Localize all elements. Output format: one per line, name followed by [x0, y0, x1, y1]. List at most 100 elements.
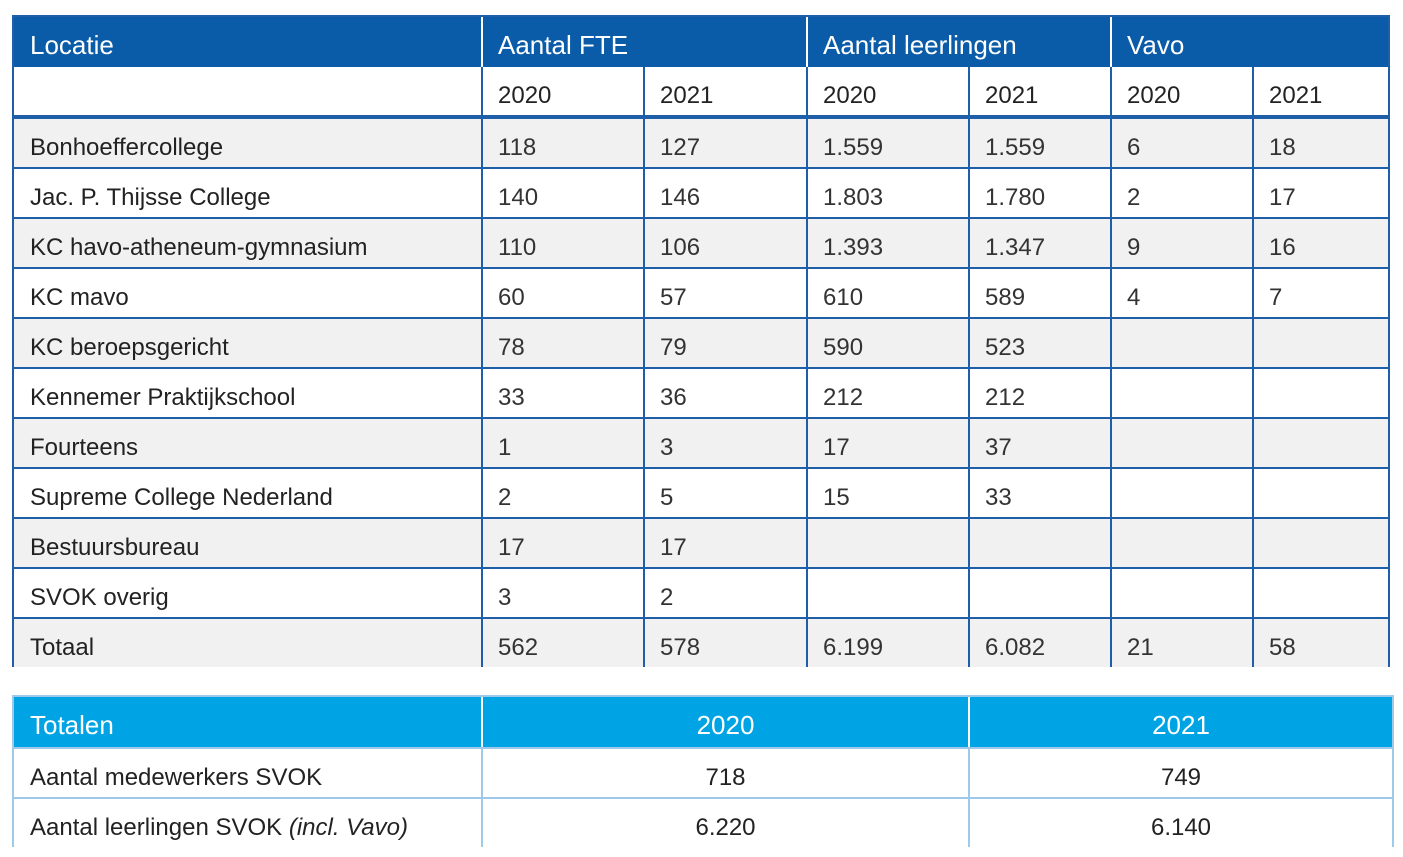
subheader-year: 2020 [806, 67, 968, 115]
row-value-cell: 15 [806, 469, 968, 517]
subheader-year: 2020 [481, 67, 643, 115]
row-value-cell: 79 [643, 319, 806, 367]
row-value-cell: 1.559 [806, 119, 968, 167]
row-value-cell: 57 [643, 269, 806, 317]
row-value-cell: 7 [1252, 269, 1388, 317]
row-value-cell: 212 [806, 369, 968, 417]
table-row: KC havo-atheneum-gymnasium 110 106 1.393 1.3… [14, 217, 1388, 267]
row-location-name: KC beroepsgericht [30, 334, 229, 361]
totals-row-label: Aantal leerlingen SVOK (incl. Vavo) [14, 799, 481, 847]
totals-row-label-text: Aantal leerlingen SVOK [30, 814, 289, 841]
row-value-cell: 36 [643, 369, 806, 417]
row-value-cell [806, 569, 968, 617]
table-header: Locatie Aantal FTE Aantal leerlingen Vav… [14, 17, 1388, 67]
row-value-cell: 590 [806, 319, 968, 367]
row-location-name: Bonhoeffercollege [30, 134, 224, 161]
totals-header: Totalen 2020 2021 [14, 697, 1392, 747]
row-value-cell: 212 [968, 369, 1110, 417]
row-value-cell: 9 [1110, 219, 1252, 267]
row-value-cell [1252, 469, 1388, 517]
row-location-name: Bestuursbureau [30, 534, 200, 561]
row-location-name: Supreme College Nederland [30, 484, 333, 511]
totals-header-2020: 2020 [481, 697, 968, 747]
row-value-cell: 17 [643, 519, 806, 567]
row-value-cell: 1.559 [968, 119, 1110, 167]
row-value-cell: 3 [481, 569, 643, 617]
row-value-cell [1252, 519, 1388, 567]
subheader-year: 2021 [1252, 67, 1388, 115]
row-value-cell [1110, 469, 1252, 517]
row-value-cell: 6 [1110, 119, 1252, 167]
header-aantal-leerlingen: Aantal leerlingen [806, 17, 1110, 67]
row-value-cell: 6.199 [806, 619, 968, 667]
row-value-cell: 110 [481, 219, 643, 267]
row-value-cell: 146 [643, 169, 806, 217]
row-value-cell [1110, 519, 1252, 567]
totals-table: Totalen 2020 2021 Aantal medewerkers SVO… [12, 695, 1394, 847]
row-value-cell: 5 [643, 469, 806, 517]
header-locatie: Locatie [30, 30, 114, 60]
subheader-year: 2021 [968, 67, 1110, 115]
row-location-name: Kennemer Praktijkschool [30, 384, 296, 411]
table-row: SVOK overig 3 2 [14, 567, 1388, 617]
row-value-cell: 58 [1252, 619, 1388, 667]
row-value-cell: 37 [968, 419, 1110, 467]
row-value-cell: 589 [968, 269, 1110, 317]
row-value-cell: 1.780 [968, 169, 1110, 217]
totals-row-note: (incl. Vavo) [288, 814, 408, 841]
row-value-cell [1110, 569, 1252, 617]
totals-row-2020: 718 [481, 749, 968, 797]
subheader-empty [14, 67, 481, 115]
row-value-cell: 1.393 [806, 219, 968, 267]
row-value-cell: 3 [643, 419, 806, 467]
table-row: KC mavo 60 57 610 589 4 7 [14, 267, 1388, 317]
row-value-cell: 18 [1252, 119, 1388, 167]
row-value-cell [1252, 419, 1388, 467]
row-value-cell: 1.347 [968, 219, 1110, 267]
row-value-cell [1252, 369, 1388, 417]
row-location-name: SVOK overig [30, 584, 169, 611]
row-value-cell: 523 [968, 319, 1110, 367]
row-value-cell: 16 [1252, 219, 1388, 267]
row-value-cell: 33 [481, 369, 643, 417]
row-location-name: Jac. P. Thijsse College [30, 184, 271, 211]
header-aantal-fte: Aantal FTE [481, 17, 806, 67]
row-value-cell: 106 [643, 219, 806, 267]
row-value-cell: 78 [481, 319, 643, 367]
subheader-year: 2021 [643, 67, 806, 115]
row-location-name: KC mavo [30, 284, 129, 311]
row-value-cell [968, 519, 1110, 567]
totals-header-label: Totalen [30, 710, 114, 740]
row-value-cell [1110, 419, 1252, 467]
row-value-cell: 562 [481, 619, 643, 667]
row-value-cell: 1.803 [806, 169, 968, 217]
row-value-cell [1110, 319, 1252, 367]
row-value-cell: 4 [1110, 269, 1252, 317]
row-value-cell: 578 [643, 619, 806, 667]
table-row: Kennemer Praktijkschool 33 36 212 212 [14, 367, 1388, 417]
row-value-cell: 17 [806, 419, 968, 467]
totals-row: Aantal leerlingen SVOK (incl. Vavo) 6.22… [14, 797, 1392, 847]
row-value-cell [968, 569, 1110, 617]
row-value-cell: 610 [806, 269, 968, 317]
row-value-cell: 118 [481, 119, 643, 167]
row-value-cell [1110, 369, 1252, 417]
totals-row-2021: 749 [968, 749, 1392, 797]
row-value-cell: 2 [1110, 169, 1252, 217]
row-value-cell: 2 [481, 469, 643, 517]
table-row: Bestuursbureau 17 17 [14, 517, 1388, 567]
table-row: Bonhoeffercollege 118 127 1.559 1.559 6 18 [14, 117, 1388, 167]
row-value-cell: 6.082 [968, 619, 1110, 667]
table-row: KC beroepsgericht 78 79 590 523 [14, 317, 1388, 367]
header-vavo: Vavo [1110, 17, 1388, 67]
row-value-cell: 2 [643, 569, 806, 617]
totals-row-2021: 6.140 [968, 799, 1392, 847]
row-value-cell: 21 [1110, 619, 1252, 667]
table-row: Supreme College Nederland 2 5 15 33 [14, 467, 1388, 517]
row-value-cell: 17 [1252, 169, 1388, 217]
row-location-name: KC havo-atheneum-gymnasium [30, 234, 368, 261]
row-location-name: Totaal [30, 634, 95, 661]
totals-row-label: Aantal medewerkers SVOK [14, 749, 481, 797]
table-row: Totaal 562 578 6.199 6.082 21 58 [14, 617, 1388, 667]
row-value-cell: 33 [968, 469, 1110, 517]
